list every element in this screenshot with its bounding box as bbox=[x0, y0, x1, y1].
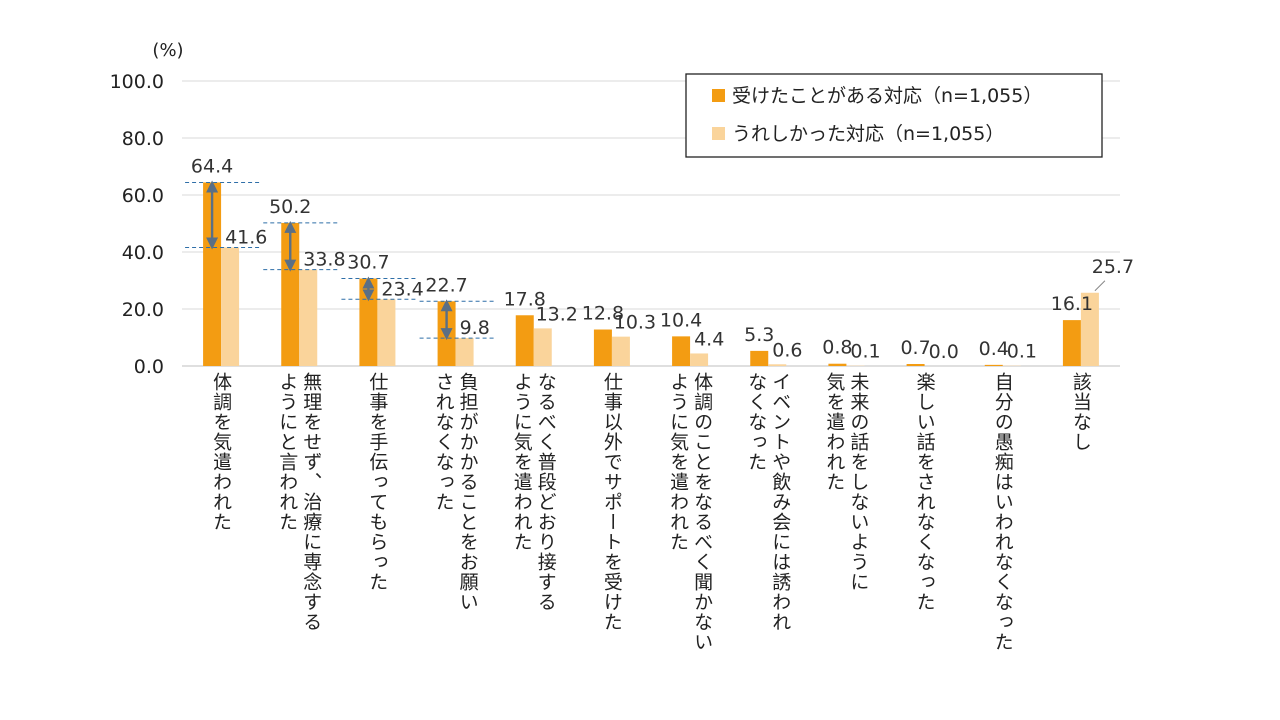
data-label-happy: 4.4 bbox=[694, 328, 724, 350]
category-label: イベントや飲み会には誘われ なくなった bbox=[745, 372, 792, 632]
data-labels: 64.441.650.233.8 30.723.4 22.79.817.813.2 1… bbox=[191, 155, 1134, 363]
category-label: 負担がかかることをお願い されなくなった bbox=[432, 372, 479, 612]
legend-label-received: 受けたことがある対応（n=1,055） bbox=[732, 85, 1042, 107]
bar-received bbox=[984, 364, 1003, 366]
category-label: 楽しい話をされなくなった bbox=[913, 372, 936, 612]
legend-label-happy: うれしかった対応（n=1,055） bbox=[732, 123, 1004, 145]
data-label-happy: 10.3 bbox=[614, 312, 656, 334]
category-label: 体調を気遣われた bbox=[210, 372, 233, 532]
bar-received bbox=[1062, 320, 1081, 366]
bar-happy bbox=[299, 269, 318, 366]
bar-happy bbox=[221, 247, 240, 366]
y-axis-unit-label: (%) bbox=[152, 40, 183, 61]
bar-happy bbox=[611, 336, 630, 366]
category-label: 無理をせず、治療に専念する ようにと言われた bbox=[276, 372, 323, 632]
category-label: 自分の愚痴はいわれなくなった bbox=[991, 372, 1014, 652]
category-label: 体調のことをなるべく聞かない ように気を遣われた bbox=[667, 372, 714, 652]
bar-received bbox=[906, 364, 925, 366]
bars bbox=[203, 182, 1099, 366]
data-label-received: 10.4 bbox=[660, 309, 702, 331]
data-label-received: 0.7 bbox=[900, 337, 930, 359]
data-label-happy: 9.8 bbox=[460, 317, 490, 339]
data-label-happy: 0.1 bbox=[1007, 341, 1037, 363]
data-label-happy: 23.4 bbox=[381, 278, 423, 300]
category-label: 該当なし bbox=[1069, 372, 1092, 452]
data-label-happy: 0.6 bbox=[772, 339, 802, 361]
data-label-happy: 25.7 bbox=[1092, 256, 1134, 278]
bar-happy bbox=[377, 299, 396, 366]
y-tick-label: 20.0 bbox=[122, 299, 164, 321]
bar-happy bbox=[690, 353, 709, 366]
bar-received bbox=[828, 363, 847, 366]
data-label-received: 0.8 bbox=[822, 337, 852, 359]
data-label-received: 22.7 bbox=[425, 274, 467, 296]
bar-received bbox=[593, 329, 612, 366]
data-label-happy: 0.1 bbox=[850, 341, 880, 363]
legend-swatch-received bbox=[712, 89, 725, 102]
data-label-received: 30.7 bbox=[347, 252, 389, 274]
y-tick-label: 40.0 bbox=[122, 242, 164, 264]
bar-received bbox=[515, 315, 534, 366]
bar-happy bbox=[1080, 292, 1099, 366]
category-label: 仕事を手伝ってもらった bbox=[366, 372, 389, 592]
category-label: なるべく普段どおり接する ように気を遣われた bbox=[510, 372, 557, 612]
data-label-received: 17.8 bbox=[504, 288, 546, 310]
data-label-received: 0.4 bbox=[979, 338, 1009, 360]
data-label-happy: 41.6 bbox=[225, 226, 267, 248]
category-label: 未来の話をしないように 気を遣われた bbox=[823, 372, 870, 592]
gridlines bbox=[182, 80, 1120, 367]
data-label-happy: 33.8 bbox=[303, 249, 345, 271]
y-tick-label: 80.0 bbox=[122, 128, 164, 150]
legend-box bbox=[685, 73, 1103, 158]
bar-happy bbox=[768, 364, 787, 366]
category-label: 仕事以外でサポートを受けた bbox=[600, 372, 623, 632]
data-label-happy: 13.2 bbox=[536, 303, 578, 325]
bar-received bbox=[750, 350, 769, 366]
y-tick-label: 60.0 bbox=[122, 185, 164, 207]
data-label-received: 16.1 bbox=[1051, 293, 1093, 315]
data-label-received: 50.2 bbox=[269, 196, 311, 218]
bar-received bbox=[672, 336, 691, 366]
bar-happy bbox=[455, 338, 474, 366]
y-axis: (%) 0.0 20.0 40.0 60.0 80.0 100.0 bbox=[110, 40, 184, 378]
gap-annotations bbox=[185, 180, 496, 341]
legend: 受けたことがある対応（n=1,055） うれしかった対応（n=1,055） bbox=[685, 73, 1103, 158]
data-label-received: 12.8 bbox=[582, 303, 624, 325]
legend-swatch-happy bbox=[712, 127, 725, 140]
data-label-received: 64.4 bbox=[191, 155, 233, 177]
data-label-received: 5.3 bbox=[744, 324, 774, 346]
bar-happy bbox=[533, 328, 552, 366]
y-tick-label: 0.0 bbox=[134, 356, 164, 378]
y-tick-label: 100.0 bbox=[110, 71, 164, 93]
data-label-leader bbox=[1094, 280, 1106, 292]
data-label-happy: 0.0 bbox=[929, 341, 959, 363]
